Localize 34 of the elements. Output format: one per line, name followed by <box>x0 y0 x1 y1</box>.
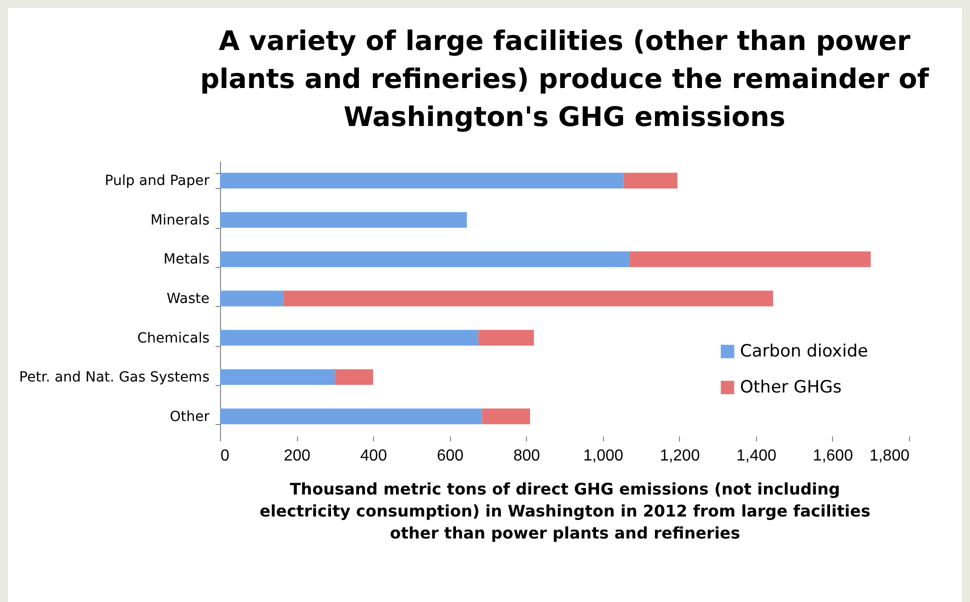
y-tick-label: Minerals <box>150 212 210 228</box>
bar <box>334 369 374 385</box>
bar <box>482 408 530 424</box>
y-tick-label: Chemicals <box>137 330 210 346</box>
x-tick-label: 600 <box>436 448 464 464</box>
x-tick-label: 1,200 <box>660 448 700 464</box>
x-tick-label: 800 <box>513 448 540 464</box>
bar <box>624 172 678 188</box>
x-tick-label: 1,800 <box>869 448 910 464</box>
bar <box>220 172 624 188</box>
x-tick-label: 0 <box>220 448 230 464</box>
y-tick-label: Waste <box>166 291 210 307</box>
bar <box>283 290 774 306</box>
bar <box>220 369 335 385</box>
x-tick-label: 1,600 <box>812 448 854 464</box>
legend-label: Other GHGs <box>740 378 842 398</box>
y-tick-label: Pulp and Paper <box>104 173 210 190</box>
y-tick-label: Other <box>170 408 210 425</box>
x-tick-label: 200 <box>284 448 310 464</box>
bar <box>220 212 467 228</box>
bar <box>220 251 630 268</box>
x-axis-title: Thousand metric tons of direct GHG emissions (not including electricity consumption) in Washington in 2012 from large facilities other than power plants and refineries <box>260 480 870 542</box>
bar <box>220 330 478 346</box>
y-tick-label: Metals <box>164 252 210 268</box>
chart-title: A variety of large facilities (other than power plants and refineries) produce the remainder of Washington's GHG emissions <box>200 26 930 133</box>
bar <box>220 408 482 424</box>
y-tick-label: Petr. and Nat. Gas Systems <box>19 370 210 386</box>
x-tick-label: 1,000 <box>583 448 624 464</box>
x-tick-label: 1,400 <box>736 448 777 464</box>
x-tick-label: 400 <box>360 448 388 464</box>
bar <box>630 251 871 268</box>
legend-label: Carbon dioxide <box>740 342 868 362</box>
bar <box>220 290 284 306</box>
bar <box>478 330 534 346</box>
